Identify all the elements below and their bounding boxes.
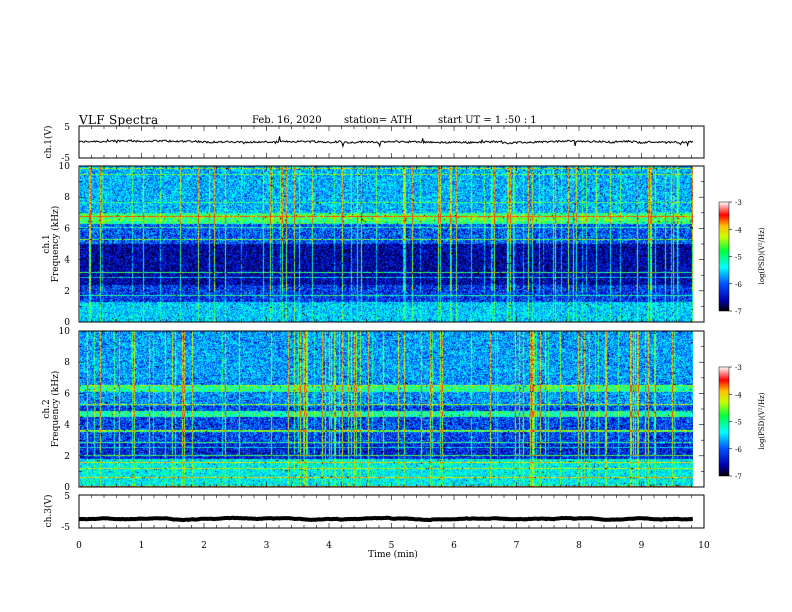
colorbar-tick-label: -6 bbox=[735, 446, 742, 454]
colorbar-tick-label: -5 bbox=[735, 254, 742, 262]
colorbar-tick-label: -3 bbox=[735, 364, 742, 372]
x-axis-label: Time (min) bbox=[368, 549, 418, 560]
header-station: station= ATH bbox=[344, 115, 413, 126]
colorbar-ch1-ticks: -3 -4 -5 -6 -7 bbox=[729, 199, 742, 316]
x-tick-label: 9 bbox=[639, 541, 645, 551]
ylabel-ch2-spec-channel: ch.2 bbox=[42, 399, 52, 418]
y-tick-label: 4 bbox=[64, 256, 70, 266]
ylabel-ch1-spec-frequency: Frequency (kHz) bbox=[50, 206, 61, 283]
ytick-ch3-bottom: -5 bbox=[61, 523, 70, 533]
y-tick-label: 0 bbox=[64, 483, 70, 493]
spectrogram-ch2-image bbox=[80, 331, 693, 487]
ylabel-ch1-spec-channel: ch.1 bbox=[42, 234, 52, 253]
colorbar-ch2 bbox=[718, 366, 730, 477]
waveform-ch3-line bbox=[79, 515, 693, 523]
xticks-ch1-waveform bbox=[78, 126, 705, 158]
ylabel-ch1-waveform: ch.1(V) bbox=[43, 126, 54, 159]
ylabel-ch3-waveform: ch.3(V) bbox=[43, 495, 54, 528]
figure-title: VLF Spectra bbox=[79, 113, 159, 127]
colorbar-tick-label: -3 bbox=[735, 199, 742, 207]
colorbar-tick-label: -7 bbox=[735, 473, 742, 481]
xticks-ch1-spectrogram bbox=[78, 166, 705, 322]
y-tick-label: 8 bbox=[64, 358, 70, 368]
panel-ch3-waveform: 5 -5 ch.3(V) bbox=[43, 492, 705, 533]
ylabel-ch2-spec-frequency: Frequency (kHz) bbox=[50, 371, 61, 448]
yticks-ch2-spectrogram: 0 2 4 6 8 10 bbox=[59, 327, 704, 493]
y-tick-label: 0 bbox=[64, 318, 70, 328]
colorbar-ch1-label: log(PSD)(V²/Hz) bbox=[758, 227, 766, 284]
waveform-ch1-line bbox=[78, 136, 694, 149]
x-tick-label: 1 bbox=[139, 541, 145, 551]
y-tick-label: 10 bbox=[59, 162, 71, 172]
colorbar-ch2-label: log(PSD)(V²/Hz) bbox=[758, 392, 766, 449]
x-tick-label: 0 bbox=[76, 541, 82, 551]
y-tick-label: 6 bbox=[64, 224, 70, 234]
xticks-ch3-waveform bbox=[78, 495, 705, 528]
panel-ch1-waveform: 5 -5 ch.1(V) bbox=[43, 123, 705, 164]
colorbar-tick-label: -6 bbox=[735, 281, 742, 289]
x-tick-label: 3 bbox=[264, 541, 270, 551]
yticks-ch1-spectrogram: 0 2 4 6 8 10 bbox=[59, 162, 704, 328]
x-tick-label: 10 bbox=[698, 541, 710, 551]
y-tick-label: 6 bbox=[64, 389, 70, 399]
ytick-ch3-top: 5 bbox=[64, 492, 70, 502]
colorbar-tick-label: -7 bbox=[735, 308, 742, 316]
header-date: Feb. 16, 2020 bbox=[252, 115, 322, 126]
colorbar-ch1 bbox=[718, 201, 730, 312]
x-tick-label: 7 bbox=[514, 541, 520, 551]
xticks-ch2-spectrogram bbox=[78, 331, 705, 487]
x-tick-label: 2 bbox=[201, 541, 207, 551]
y-tick-label: 2 bbox=[64, 452, 70, 462]
x-tick-label: 5 bbox=[389, 541, 395, 551]
colorbar-tick-label: -4 bbox=[735, 391, 742, 399]
ytick-ch1-top: 5 bbox=[64, 123, 70, 133]
ytick-ch1-bottom: -5 bbox=[61, 154, 70, 164]
x-tick-label: 8 bbox=[576, 541, 582, 551]
y-tick-label: 2 bbox=[64, 287, 70, 297]
colorbar-tick-label: -5 bbox=[735, 419, 742, 427]
x-tick-label: 6 bbox=[451, 541, 457, 551]
colorbar-ch2-ticks: -3 -4 -5 -6 -7 bbox=[729, 364, 742, 481]
spectrogram-ch1-image bbox=[80, 166, 693, 322]
colorbar-tick-label: -4 bbox=[735, 226, 742, 234]
x-axis-tick-labels: 0 1 2 3 4 5 6 7 8 9 10 bbox=[76, 541, 710, 551]
y-tick-label: 10 bbox=[59, 327, 71, 337]
header-start-ut: start UT = 1 :50 : 1 bbox=[438, 115, 537, 126]
y-tick-label: 8 bbox=[64, 193, 70, 203]
y-tick-label: 4 bbox=[64, 421, 70, 431]
x-tick-label: 4 bbox=[326, 541, 332, 551]
